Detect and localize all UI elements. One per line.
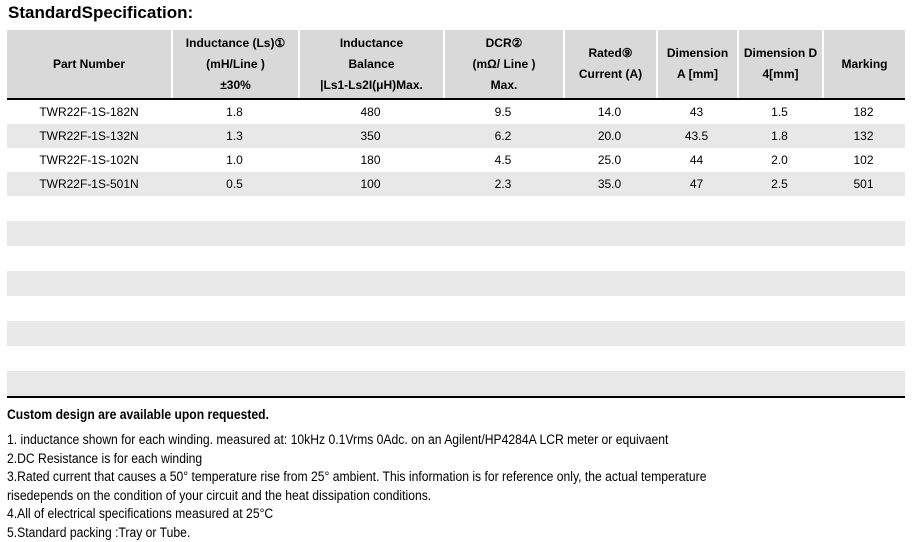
header-cell: Dimension A [mm] [656, 30, 737, 98]
header-cell: Rated⑨ Current (A) [563, 30, 656, 98]
empty-table-row [7, 321, 905, 346]
table-header-row: Part Number Inductance (Ls)① (mH/Line ) ±30… [7, 30, 905, 100]
part-number-cell: TWR22F-1S-132N [39, 129, 139, 143]
header-line: Max. [490, 77, 518, 92]
table-row: TWR22F-1S-132N 1.3 350 6.2 20.0 43.5 1.8 132 [7, 124, 905, 148]
table-cell: 14.0 [597, 105, 622, 119]
note-line: 5.Standard packing :Tray or Tube. [7, 524, 191, 540]
table-cell: 1.5 [771, 105, 788, 119]
table-cell: 100 [360, 177, 381, 191]
note-line: 2.DC Resistance is for each winding [7, 450, 203, 466]
header-cell: Inductance (Ls)① (mH/Line ) ±30% [171, 30, 298, 98]
header-line: Inductance (Ls)① [185, 35, 286, 50]
empty-table-row [7, 221, 905, 246]
note-line: risedepends on the condition of your cir… [7, 487, 432, 503]
table-cell: 180 [360, 153, 381, 167]
table-cell: 1.8 [771, 129, 788, 143]
table-cell: 47 [689, 177, 704, 191]
table-cell: 6.2 [494, 129, 512, 143]
header-line: Dimension [666, 46, 729, 60]
header-line: ±30% [220, 77, 251, 92]
header-line: Part Number [52, 56, 126, 71]
empty-table-row [7, 196, 905, 221]
header-line: |Ls1-Ls2I(μH)Max. [320, 77, 423, 92]
part-number-cell: TWR22F-1S-501N [39, 177, 139, 191]
table-cell: 2.3 [494, 177, 512, 191]
header-cell: Marking [822, 30, 905, 98]
table-cell: 44 [689, 153, 704, 167]
table-cell: 1.0 [226, 153, 243, 167]
table-cell: 43 [689, 105, 704, 119]
table-cell: 2.5 [771, 177, 788, 191]
spec-table: Part Number Inductance (Ls)① (mH/Line ) ±30… [7, 30, 905, 398]
table-cell: 25.0 [597, 153, 622, 167]
header-line: DCR② [485, 35, 523, 50]
part-number-cell: TWR22F-1S-102N [39, 153, 139, 167]
table-body: TWR22F-1S-182N 1.8 480 9.5 14.0 43 1.5 182 TWR22… [7, 100, 905, 196]
table-cell: 501 [853, 177, 874, 191]
note-line: 1. inductance shown for each winding. me… [7, 432, 669, 447]
table-cell: 1.8 [226, 105, 243, 119]
header-line: A [mm] [677, 67, 718, 81]
notes-list: 1. inductance shown for each winding. me… [7, 431, 706, 542]
page-title: StandardSpecification: [8, 3, 194, 22]
table-cell: 0.5 [226, 177, 243, 191]
empty-table-row [7, 246, 905, 271]
header-line: Inductance [339, 35, 404, 50]
table-cell: 2.0 [771, 153, 788, 167]
table-cell: 35.0 [597, 177, 622, 191]
notes-section: Custom design are available upon request… [7, 407, 706, 542]
note-line: 4.All of electrical specifications measu… [7, 506, 274, 521]
table-cell: 350 [360, 129, 381, 143]
header-line: (mΩ/ Line ) [472, 56, 536, 71]
table-cell: 43.5 [684, 129, 709, 143]
header-cell: Inductance Balance |Ls1-Ls2I(μH)Max. [298, 30, 443, 98]
table-cell: 9.5 [494, 105, 512, 119]
table-cell: 182 [853, 105, 874, 119]
header-line: Rated⑨ [588, 46, 633, 60]
table-row: TWR22F-1S-501N 0.5 100 2.3 35.0 47 2.5 501 [7, 172, 905, 196]
header-line: (mH/Line ) [206, 56, 265, 71]
empty-table-row [7, 296, 905, 321]
empty-table-row [7, 346, 905, 371]
empty-table-row [7, 271, 905, 296]
notes-heading: Custom design are available upon request… [7, 407, 269, 422]
table-cell: 1.3 [226, 129, 243, 143]
table-cell: 102 [853, 153, 874, 167]
header-cell: Part Number [7, 30, 171, 98]
table-cell: 20.0 [597, 129, 622, 143]
note-line: 3.Rated current that causes a 50° temper… [7, 469, 707, 484]
header-line: Marking [841, 56, 888, 71]
table-cell: 132 [853, 129, 874, 143]
header-cell: Dimension D 4[mm] [737, 30, 822, 98]
header-line: Current (A) [578, 67, 643, 81]
table-empty-rows [7, 196, 905, 398]
header-line: Balance [348, 56, 395, 71]
table-row: TWR22F-1S-182N 1.8 480 9.5 14.0 43 1.5 182 [7, 100, 905, 124]
table-cell: 4.5 [494, 153, 512, 167]
table-cell: 480 [360, 105, 381, 119]
part-number-cell: TWR22F-1S-182N [39, 105, 139, 119]
table-row: TWR22F-1S-102N 1.0 180 4.5 25.0 44 2.0 102 [7, 148, 905, 172]
header-cell: DCR② (mΩ/ Line ) Max. [443, 30, 563, 98]
empty-table-row [7, 371, 905, 396]
header-line: 4[mm] [762, 67, 799, 81]
header-line: Dimension D [743, 46, 818, 60]
